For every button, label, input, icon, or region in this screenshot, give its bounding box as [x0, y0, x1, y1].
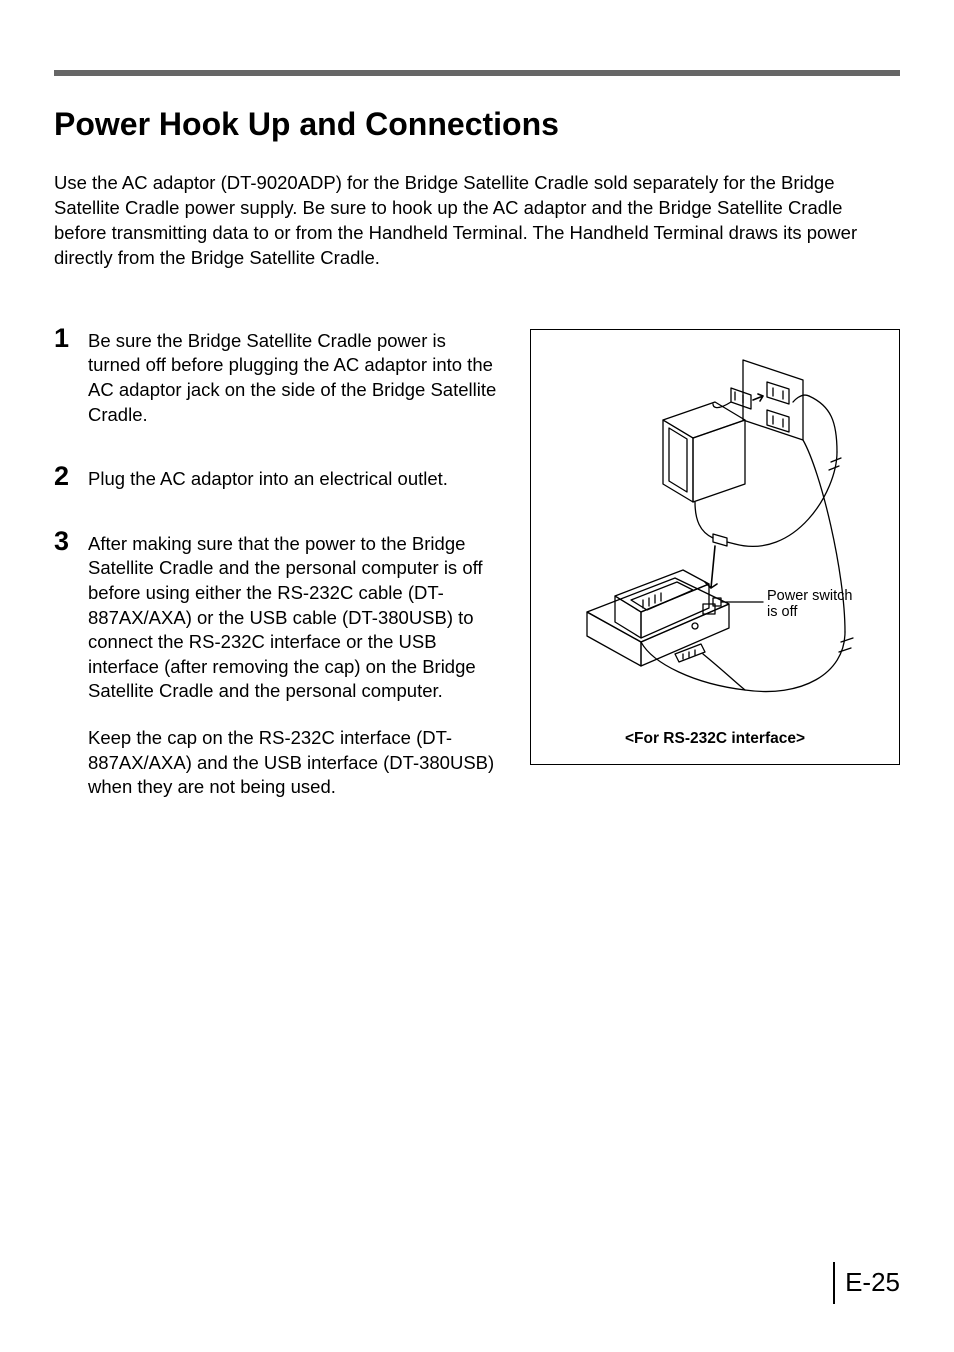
step-body: Be sure the Bridge Satellite Cradle powe… — [88, 329, 502, 427]
content: Power Hook Up and Connections Use the AC… — [54, 106, 900, 840]
step-3: 3 After making sure that the power to th… — [54, 532, 502, 800]
top-rule — [54, 70, 900, 76]
step-body: Plug the AC adaptor into an electrical o… — [88, 467, 502, 492]
figure-box: Power switch is off <For RS-232C interfa… — [530, 329, 900, 765]
step-number: 2 — [54, 461, 69, 492]
page-title: Power Hook Up and Connections — [54, 106, 900, 143]
step-1: 1 Be sure the Bridge Satellite Cradle po… — [54, 329, 502, 427]
figure-callout-line2: is off — [767, 604, 798, 620]
figure-callout-line1: Power switch — [767, 588, 852, 604]
step-body: After making sure that the power to the … — [88, 532, 502, 800]
step-text: Be sure the Bridge Satellite Cradle powe… — [88, 329, 502, 427]
step-number: 1 — [54, 323, 69, 354]
step-2: 2 Plug the AC adaptor into an electrical… — [54, 467, 502, 492]
step-text: Plug the AC adaptor into an electrical o… — [88, 467, 502, 492]
page-number: E-25 — [833, 1262, 900, 1304]
steps-column: 1 Be sure the Bridge Satellite Cradle po… — [54, 329, 502, 840]
page: Power Hook Up and Connections Use the AC… — [0, 0, 954, 1352]
connection-diagram-svg: Power switch is off — [545, 342, 885, 722]
step-text: Keep the cap on the RS-232C interface (D… — [88, 726, 502, 800]
two-column-layout: 1 Be sure the Bridge Satellite Cradle po… — [54, 329, 900, 840]
step-number: 3 — [54, 526, 69, 557]
step-text: After making sure that the power to the … — [88, 532, 502, 704]
figure-caption: <For RS-232C interface> — [543, 730, 887, 748]
intro-paragraph: Use the AC adaptor (DT-9020ADP) for the … — [54, 171, 900, 271]
